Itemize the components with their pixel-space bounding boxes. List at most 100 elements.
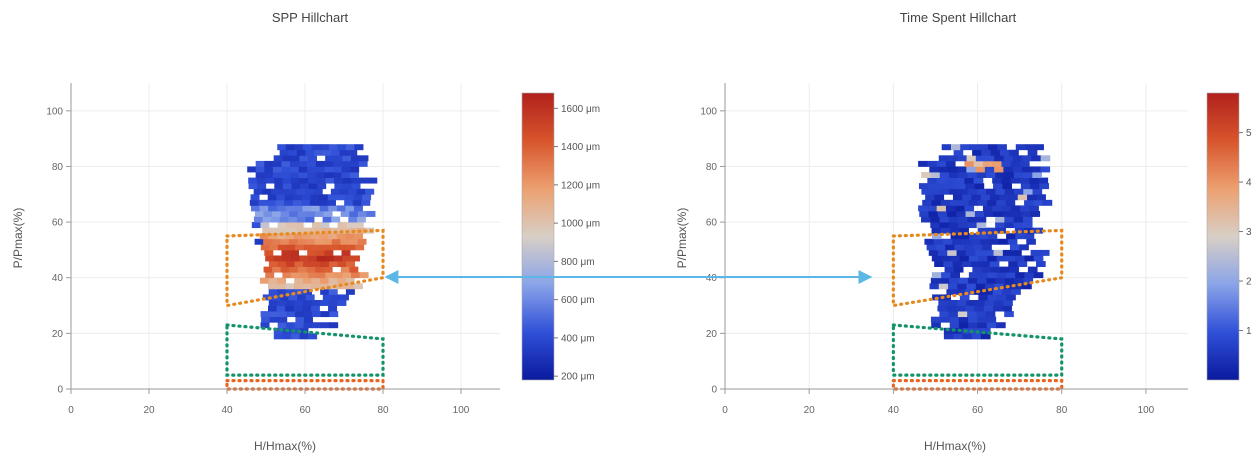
heat-cell <box>319 205 329 212</box>
heat-cell <box>334 183 344 190</box>
heat-cell <box>1019 177 1030 184</box>
heat-cell <box>1001 205 1012 212</box>
heat-cell <box>313 188 323 195</box>
heat-cell <box>353 194 363 201</box>
heat-cell <box>987 255 998 262</box>
orange-band-outline <box>225 228 385 308</box>
colorbar-tick-label: 1200 μm <box>561 180 600 191</box>
heat-cell <box>323 266 333 273</box>
heat-cell <box>926 244 937 251</box>
chart-title: SPP Hillchart <box>272 10 349 25</box>
heat-cell <box>268 288 278 295</box>
heat-cell <box>350 155 360 162</box>
heat-cell <box>929 283 940 290</box>
heat-cell <box>941 272 951 279</box>
heat-cell <box>936 177 947 184</box>
heat-cell <box>288 238 298 245</box>
heat-cell <box>339 294 349 301</box>
heat-cell <box>972 266 983 273</box>
heat-cell <box>341 172 351 178</box>
heat-cell <box>276 305 286 312</box>
heat-cell <box>288 227 298 234</box>
heat-cell <box>256 177 266 184</box>
colorbar-tick-label: 600 μm <box>561 295 595 306</box>
heat-cell <box>303 244 313 251</box>
heat-cell <box>294 261 304 267</box>
heat-cell <box>264 249 274 256</box>
heat-cell <box>351 177 361 184</box>
heat-cell <box>983 288 994 295</box>
heat-cell <box>303 311 313 318</box>
colorbar-tick-label: 800 μm <box>561 257 595 268</box>
heat-cell <box>955 288 966 295</box>
heat-cell <box>1013 172 1024 178</box>
heat-cell <box>966 166 977 173</box>
heat-cell <box>336 194 346 201</box>
heat-cell <box>966 155 977 162</box>
heat-cell <box>945 244 955 251</box>
heat-cell <box>251 222 261 229</box>
heat-cell <box>288 216 298 223</box>
heat-cell <box>996 322 1006 329</box>
heat-cell <box>1020 183 1031 190</box>
heat-cell <box>269 311 279 318</box>
heat-cell <box>1032 172 1042 178</box>
heat-cell <box>348 188 358 195</box>
heat-cell <box>967 216 977 223</box>
heat-cell <box>346 261 356 267</box>
heat-cell <box>925 194 935 201</box>
heat-cell <box>1008 194 1019 201</box>
heat-cell <box>362 194 372 201</box>
heat-cell <box>1001 288 1012 295</box>
heat-cell <box>922 199 932 206</box>
heat-cell <box>1014 188 1024 195</box>
heat-cell <box>285 261 295 267</box>
x-tick-label: 40 <box>221 405 233 416</box>
heat-cell <box>316 272 326 279</box>
heat-cell <box>311 205 321 212</box>
heat-cell <box>1001 160 1012 167</box>
heat-cell <box>1005 272 1016 279</box>
heat-cell <box>992 288 1003 295</box>
heat-cell <box>1006 294 1016 301</box>
heat-cell <box>1022 216 1033 223</box>
heat-cell <box>285 283 295 290</box>
heat-cell <box>975 283 986 290</box>
heat-cell <box>918 205 928 212</box>
heat-cell <box>267 194 277 201</box>
heat-cell <box>329 244 339 251</box>
heat-cell <box>351 272 360 279</box>
heat-cell <box>958 222 968 229</box>
heat-cell <box>299 272 309 279</box>
heat-cell <box>1023 188 1033 195</box>
heat-cell <box>968 255 979 262</box>
heat-cell <box>249 199 259 206</box>
heat-cell <box>302 144 312 151</box>
heat-cell <box>967 222 977 229</box>
heat-cell <box>965 183 975 190</box>
heat-cell <box>1024 199 1034 206</box>
heat-cell <box>930 222 940 229</box>
heat-cell <box>273 255 283 262</box>
heat-cell <box>276 233 286 240</box>
heat-cell <box>277 288 287 295</box>
heat-cell <box>322 227 332 234</box>
heat-cell <box>924 238 935 245</box>
heat-cell <box>285 305 295 312</box>
heat-cell <box>325 155 335 162</box>
heat-cell <box>987 144 998 151</box>
heat-cell <box>267 305 277 312</box>
heat-cell <box>313 227 323 234</box>
heat-cell <box>1009 244 1020 251</box>
heat-cell <box>359 177 369 184</box>
heat-cell <box>949 277 960 284</box>
heat-cell <box>350 160 360 167</box>
heat-cell <box>1002 249 1013 256</box>
heat-cell <box>982 244 992 251</box>
heat-cell <box>269 244 279 251</box>
heat-cell <box>950 233 961 240</box>
heatmap-cells <box>247 144 378 340</box>
heat-cell <box>340 210 350 217</box>
heat-cell <box>320 322 330 329</box>
axes: 0 20 40 60 80 100 0 20 40 60 80 100 <box>700 83 1188 416</box>
